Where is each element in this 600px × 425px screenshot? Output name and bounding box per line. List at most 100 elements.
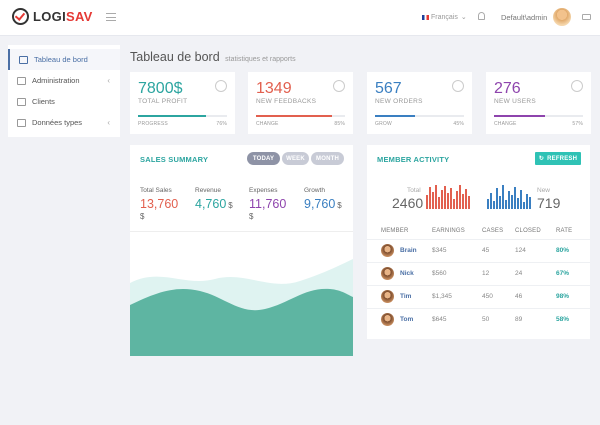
- bell-icon[interactable]: [478, 12, 485, 20]
- sparkline-bar: [508, 191, 510, 209]
- new-value: 719: [537, 195, 561, 211]
- sparkline-bar: [444, 186, 446, 209]
- avatar: [381, 313, 394, 326]
- table-row[interactable]: Nick $560 12 24 67%: [367, 262, 590, 285]
- sparkline-bar: [499, 196, 501, 209]
- sparkline-bar: [438, 197, 440, 209]
- tag-icon: [17, 118, 26, 127]
- language-selector[interactable]: Français ⌄: [422, 13, 467, 21]
- closed-cell: 24: [515, 270, 523, 277]
- sparkline-bar: [441, 190, 443, 209]
- logo[interactable]: LOGISAV: [12, 8, 93, 25]
- earnings-cell: $345: [432, 247, 447, 254]
- sparkline-bar: [487, 199, 489, 209]
- sparkline-bar: [465, 189, 467, 209]
- sidebar-item-dashboard[interactable]: Tableau de bord: [8, 49, 120, 70]
- new-label: New: [537, 187, 551, 194]
- cart-icon: [452, 80, 464, 92]
- table-row[interactable]: Brain $345 45 124 80%: [367, 239, 590, 262]
- stat-card-users: 276 NEW USERS CHANGE 57%: [486, 72, 591, 134]
- column-header-closed: CLOSED: [515, 228, 541, 234]
- sidebar-item-administration[interactable]: Administration ‹: [8, 70, 120, 91]
- refresh-button[interactable]: ↻ REFRESH: [535, 152, 581, 165]
- user-icon: [17, 97, 26, 106]
- member-name[interactable]: Nick: [400, 270, 414, 277]
- sales-stat-value: 13,760: [140, 197, 179, 211]
- username[interactable]: Default\admin: [501, 13, 548, 22]
- sparkline-bar: [426, 195, 428, 209]
- sparkline-bar: [514, 187, 516, 209]
- chat-icon[interactable]: [582, 14, 591, 20]
- sidebar-item-clients[interactable]: Clients: [8, 91, 120, 112]
- sales-stat-expenses: Expenses 11,760: [249, 187, 286, 211]
- menu-icon[interactable]: [106, 13, 116, 21]
- pie-chart-icon: [215, 80, 227, 92]
- sparkline-bar: [520, 190, 522, 209]
- stat-footer: GROW 45%: [375, 121, 464, 127]
- sidebar-item-data-types[interactable]: Données types ‹: [8, 112, 120, 133]
- sales-stat-unit: $: [228, 201, 233, 210]
- total-value: 2460: [392, 195, 424, 211]
- sales-stat-value: 4,760: [195, 197, 227, 211]
- table-row[interactable]: Tom $645 50 89 58%: [367, 308, 590, 331]
- sidebar-item-label: Données types: [32, 118, 83, 127]
- stat-footer-pct: 85%: [334, 121, 345, 127]
- stat-value: 276: [494, 80, 521, 97]
- stat-value: 1349: [256, 80, 292, 97]
- progress-fill: [138, 115, 206, 117]
- new-sparkline: [487, 185, 531, 209]
- stat-card-feedbacks: 1349 NEW FEEDBACKS CHANGE 85%: [248, 72, 353, 134]
- sparkline-bar: [496, 188, 498, 209]
- member-name[interactable]: Tim: [400, 293, 412, 300]
- progress-bar: [375, 115, 464, 117]
- avatar: [381, 290, 394, 303]
- sales-area-front: [130, 288, 353, 356]
- sidebar-item-label: Tableau de bord: [34, 55, 88, 64]
- sparkline-bar: [429, 187, 431, 209]
- earnings-cell: $560: [432, 270, 447, 277]
- stat-footer-label: CHANGE: [494, 121, 517, 127]
- tab-week[interactable]: WEEK: [282, 152, 309, 165]
- total-sparkline: [426, 185, 470, 209]
- progress-fill: [494, 115, 545, 117]
- sparkline-bar: [447, 193, 449, 209]
- flag-icon: [422, 14, 429, 20]
- rate-cell: 67%: [556, 270, 570, 277]
- sparkline-bar: [511, 195, 513, 209]
- stat-footer: PROGRESS 76%: [138, 121, 227, 127]
- stat-label: NEW USERS: [494, 98, 537, 105]
- sparkline-bar: [453, 199, 455, 209]
- avatar[interactable]: [553, 8, 571, 26]
- wrench-icon: [17, 76, 26, 85]
- sales-stat-label: Expenses: [249, 187, 278, 194]
- tab-month[interactable]: MONTH: [311, 152, 344, 165]
- column-header-member: MEMBER: [381, 228, 409, 234]
- sales-stat-label: Growth: [304, 187, 325, 194]
- chevron-down-icon: ⌄: [460, 14, 467, 21]
- progress-bar: [494, 115, 583, 117]
- panel-title: SALES SUMMARY: [140, 155, 209, 164]
- tab-today[interactable]: TODAY: [247, 152, 280, 165]
- member-name[interactable]: Tom: [400, 316, 414, 323]
- member-name[interactable]: Brain: [400, 247, 417, 254]
- sparkline-bar: [493, 201, 495, 209]
- sales-stat-total: Total Sales 13,760: [140, 187, 178, 211]
- avatar: [381, 267, 394, 280]
- progress-fill: [375, 115, 416, 117]
- sales-stat-revenue: Revenue 4,760 $: [195, 187, 233, 211]
- progress-bar: [256, 115, 345, 117]
- rate-cell: 98%: [556, 293, 570, 300]
- logo-text: LOGISAV: [33, 9, 93, 24]
- sidebar-item-label: Clients: [32, 97, 55, 106]
- column-header-cases: CASES: [482, 228, 504, 234]
- stat-footer: CHANGE 85%: [256, 121, 345, 127]
- avatar: [381, 244, 394, 257]
- cases-cell: 50: [482, 316, 490, 323]
- sparkline-bar: [517, 198, 519, 209]
- stat-label: NEW FEEDBACKS: [256, 98, 317, 105]
- table-row[interactable]: Tim $1,345 450 46 98%: [367, 285, 590, 308]
- chevron-left-icon: ‹: [107, 76, 110, 85]
- sales-stat-value: 11,760: [249, 197, 287, 211]
- member-activity-panel: MEMBER ACTIVITY ↻ REFRESH Total 2460 New…: [367, 145, 590, 339]
- closed-cell: 89: [515, 316, 523, 323]
